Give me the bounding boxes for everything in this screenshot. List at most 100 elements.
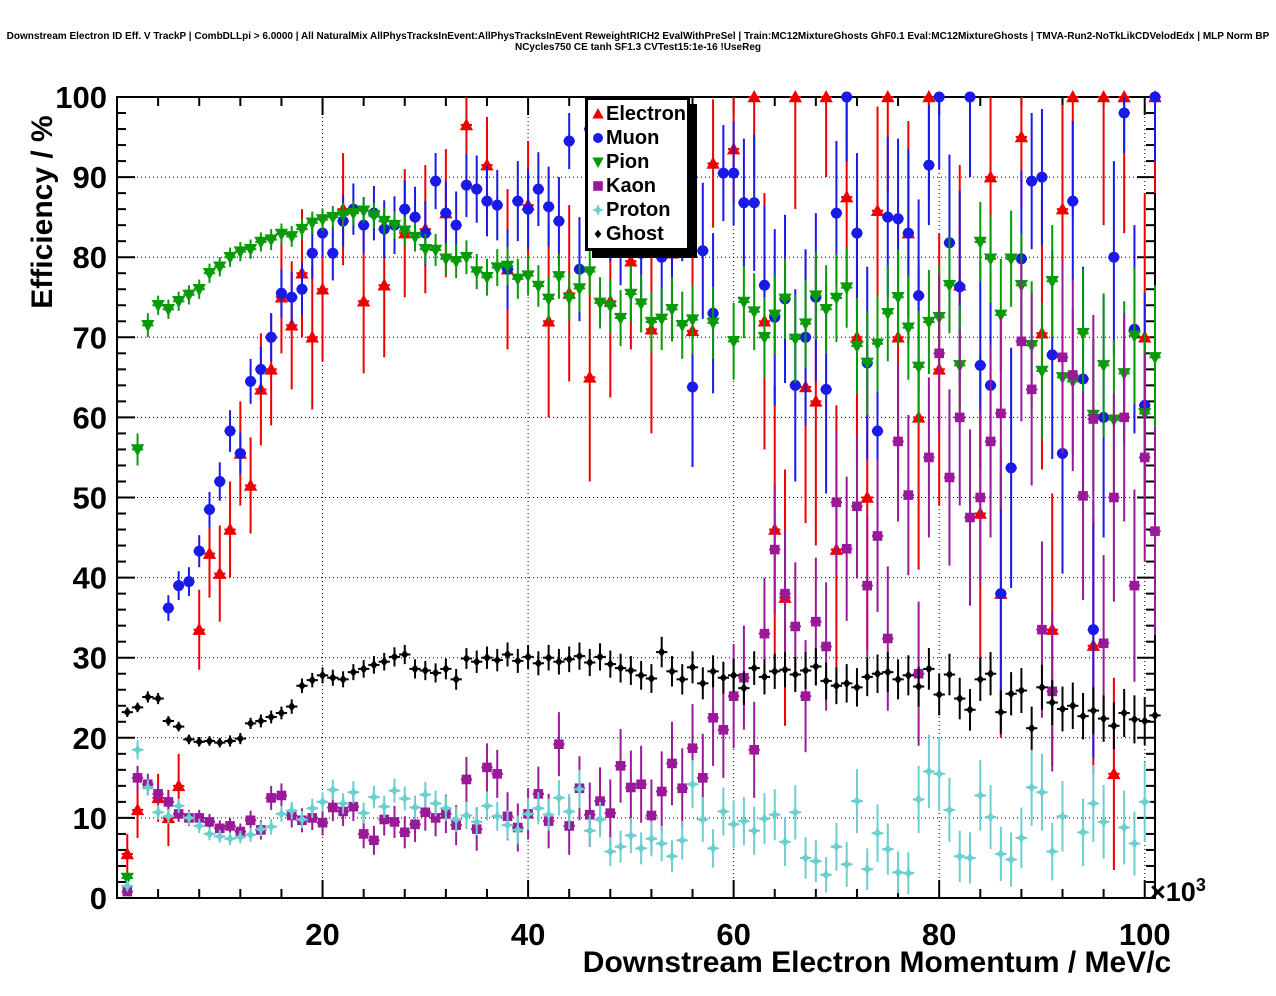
legend-label: Pion [606, 151, 650, 173]
data-point [389, 817, 400, 827]
data-point [449, 813, 463, 827]
data-point [719, 672, 728, 683]
data-point [583, 824, 597, 838]
data-point [841, 543, 852, 554]
data-point [800, 691, 811, 701]
data-point [572, 283, 587, 296]
data-point [575, 651, 584, 661]
data-point [243, 478, 258, 491]
x-axis-title: Downstream Electron Momentum / MeV/c [582, 946, 1172, 979]
data-point [161, 304, 176, 317]
data-point [935, 689, 943, 700]
data-point [327, 247, 339, 259]
data-point [891, 865, 905, 879]
data-point [983, 253, 998, 266]
legend-label: Kaon [606, 175, 656, 197]
data-point [503, 649, 512, 660]
data-point [223, 522, 237, 535]
data-point [790, 621, 801, 632]
data-point [428, 244, 443, 257]
data-point [276, 790, 287, 801]
data-point [205, 736, 214, 746]
data-point [678, 674, 686, 685]
data-point [953, 849, 967, 863]
data-point [994, 309, 1008, 322]
data-point [696, 813, 710, 827]
data-point [894, 674, 902, 685]
data-point [675, 833, 689, 847]
legend-label: Electron [606, 103, 687, 125]
legend-item-electron: Electron [591, 102, 687, 126]
data-point [162, 602, 174, 614]
data-point [245, 815, 256, 826]
data-point [185, 734, 193, 745]
data-point [922, 764, 936, 778]
data-point [236, 733, 245, 744]
data-point [603, 845, 617, 859]
data-point [832, 680, 841, 691]
data-point [1005, 462, 1017, 474]
data-point [460, 179, 472, 191]
data-point [459, 808, 473, 822]
data-point [192, 622, 206, 635]
data-point [985, 436, 996, 447]
data-point [893, 436, 903, 447]
data-point [254, 236, 268, 249]
data-point [565, 654, 573, 665]
data-point [644, 316, 659, 330]
data-point [851, 227, 863, 239]
legend-item-proton: Proton [591, 198, 687, 222]
data-point [976, 674, 985, 685]
data-point [986, 668, 995, 679]
data-point [1096, 90, 1111, 103]
data-point [726, 336, 741, 349]
data-point [511, 273, 525, 286]
data-point [904, 670, 913, 681]
data-point [172, 778, 186, 792]
x-tick-label: 20 [305, 917, 339, 952]
data-point [202, 546, 217, 559]
data-point [285, 231, 299, 244]
data-point [842, 678, 851, 689]
data-point [954, 412, 965, 423]
data-point [860, 357, 874, 370]
data-point [164, 716, 173, 726]
y-tick-label: 90 [73, 160, 107, 195]
data-point [748, 197, 760, 209]
data-point [963, 851, 977, 865]
data-point [1150, 526, 1160, 536]
data-point [1149, 91, 1161, 103]
data-point [1058, 704, 1067, 714]
data-point [277, 708, 286, 718]
data-point [1027, 723, 1036, 733]
data-point [1036, 171, 1048, 183]
data-point [521, 270, 535, 283]
y-tick-label: 10 [73, 801, 107, 836]
data-point [830, 207, 842, 219]
data-point [255, 363, 267, 375]
y-tick-label: 40 [73, 561, 107, 596]
x-tick-label: 40 [511, 917, 545, 952]
data-point [975, 492, 986, 503]
data-point [728, 691, 739, 701]
data-point [470, 815, 484, 829]
data-point [483, 652, 491, 663]
data-point [699, 678, 707, 689]
data-point [665, 304, 679, 317]
data-point [1057, 352, 1068, 363]
data-point [1096, 360, 1111, 373]
data-point [1118, 107, 1130, 119]
data-point [841, 91, 853, 103]
data-point [757, 332, 772, 345]
data-point [974, 359, 986, 371]
data-point [531, 801, 545, 815]
data-point [264, 234, 278, 247]
data-point [192, 819, 206, 833]
data-point [482, 762, 492, 773]
data-point [500, 260, 515, 274]
data-point [1127, 837, 1141, 851]
y-tick-label: 60 [73, 400, 107, 435]
data-point [1138, 795, 1152, 809]
